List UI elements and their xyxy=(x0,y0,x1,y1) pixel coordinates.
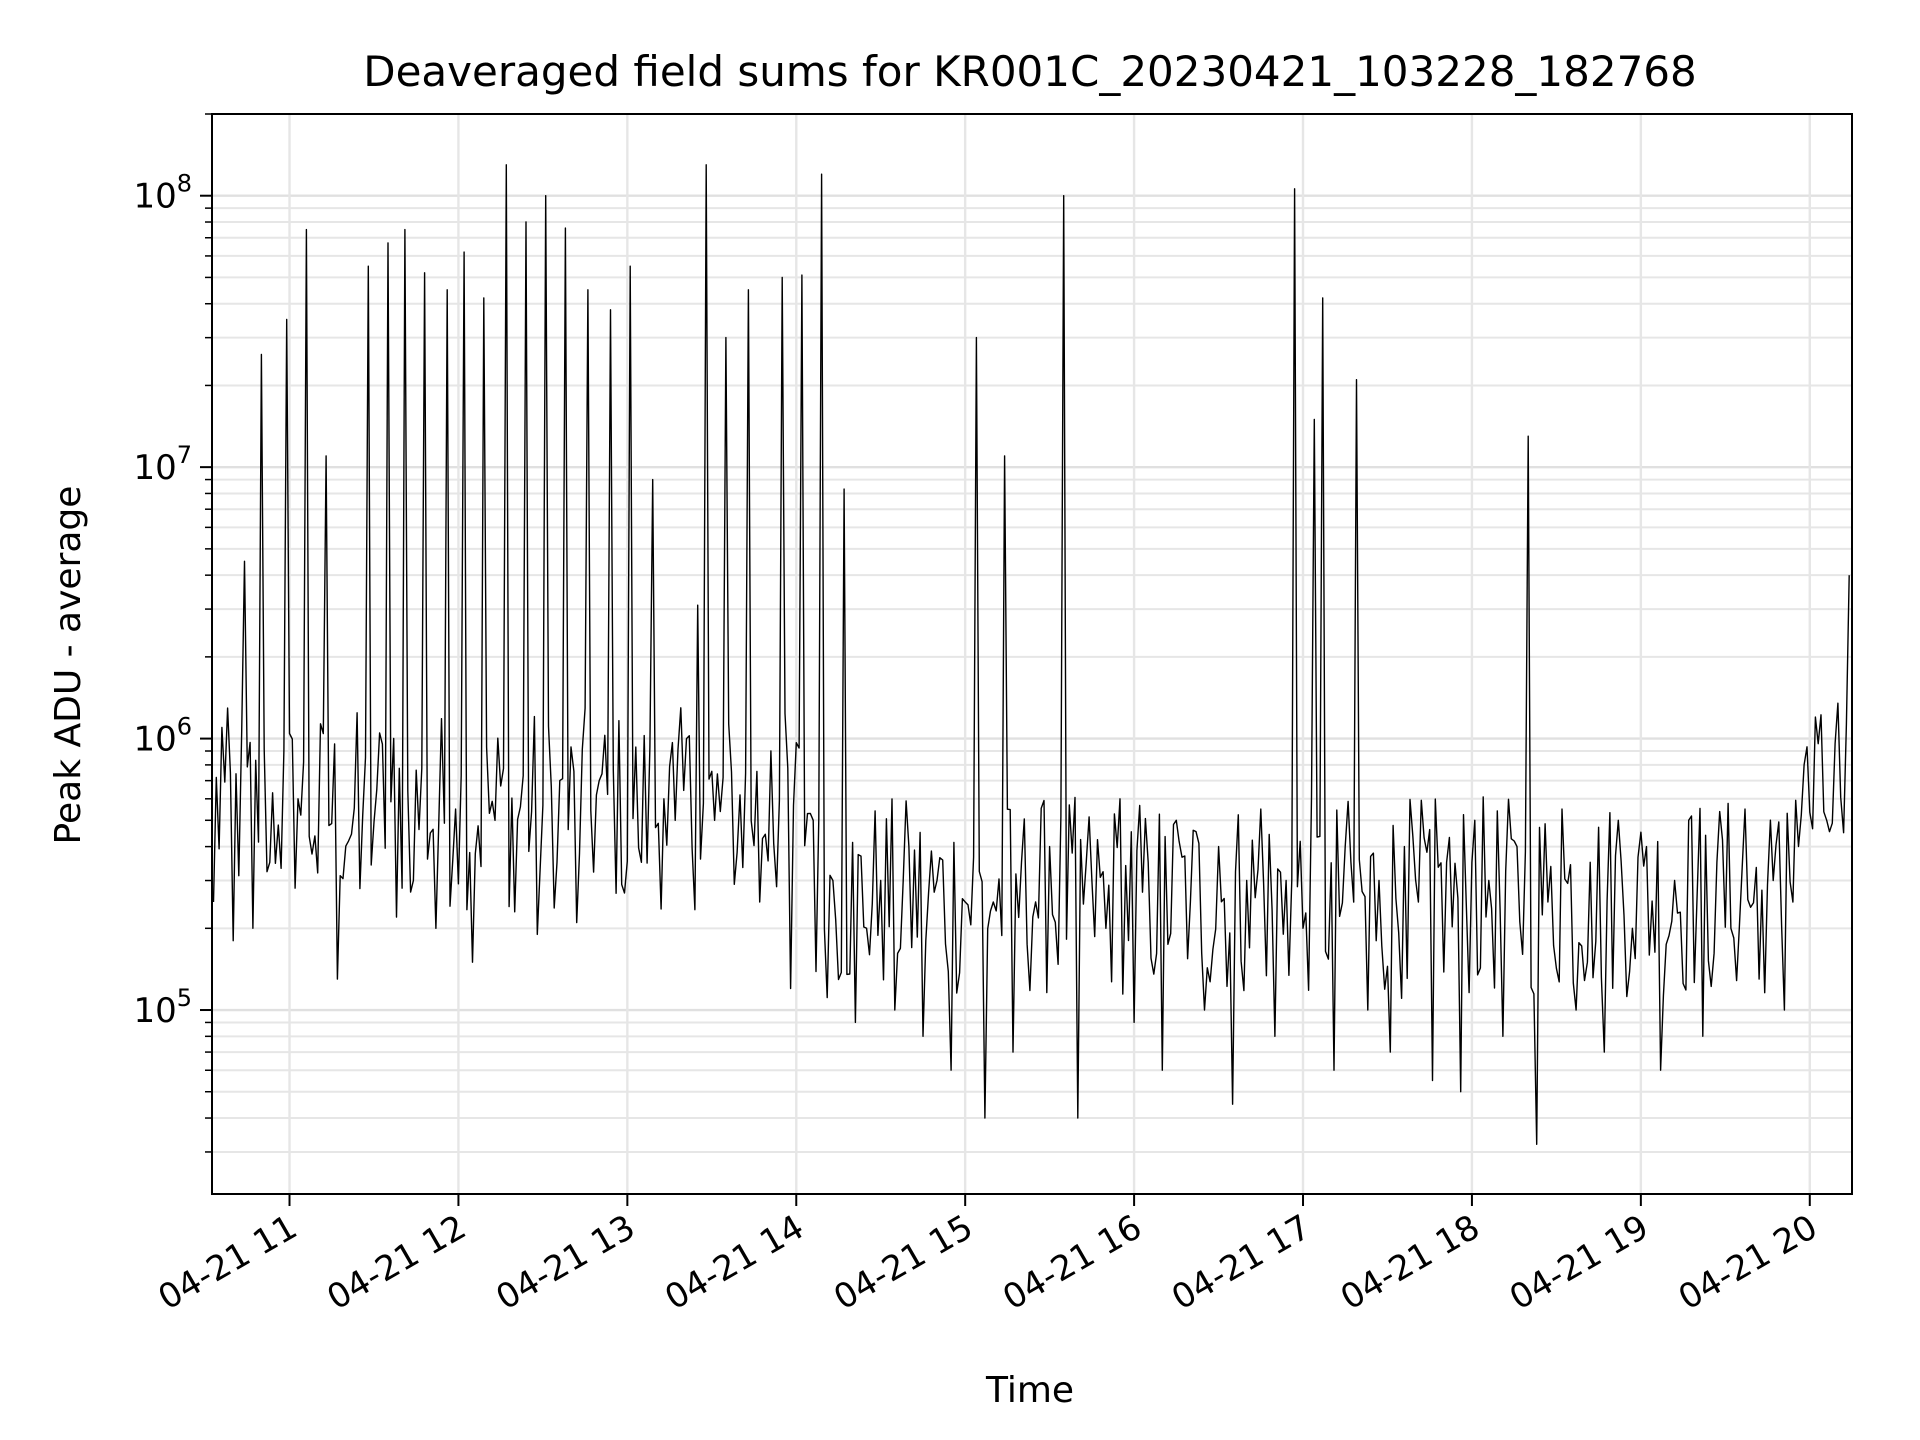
plot-frame xyxy=(211,113,1853,1195)
series-line xyxy=(212,164,1850,1145)
data-series xyxy=(212,164,1850,1145)
y-tick-label: 106 xyxy=(133,713,192,760)
y-tick-label: 108 xyxy=(133,170,192,217)
chart-title: Deaveraged field sums for KR001C_2023042… xyxy=(363,47,1697,96)
x-axis-label: Time xyxy=(985,1370,1074,1411)
grid-minor xyxy=(212,113,1852,1153)
y-tick-label: 105 xyxy=(133,984,192,1031)
y-axis-ticks: 105 106 107 108 xyxy=(133,113,212,1153)
y-axis-label: Peak ADU - average xyxy=(48,486,89,845)
y-tick-label: 107 xyxy=(133,441,192,488)
